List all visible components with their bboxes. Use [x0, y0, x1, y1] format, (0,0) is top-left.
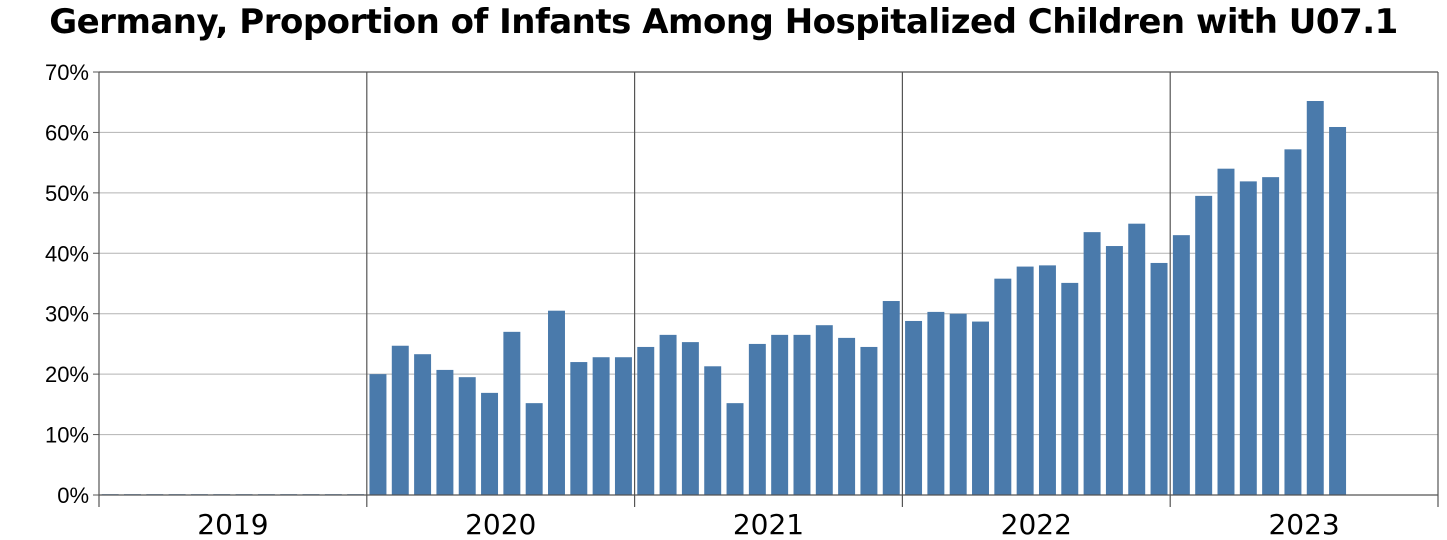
y-tick-label: 0% [57, 483, 89, 508]
bar [905, 320, 923, 495]
y-tick-label: 30% [45, 302, 89, 327]
bar [1061, 282, 1079, 495]
bar [1128, 223, 1146, 495]
x-tick-label: 2019 [197, 508, 268, 540]
tick-labels: 0% 10% 20% 30% 40% 50% 60% 70% 2019 2020 2021 2022 2… [45, 60, 1340, 540]
bar [503, 331, 521, 495]
bar [1306, 101, 1324, 496]
bar [726, 403, 744, 495]
bar [949, 313, 967, 495]
bar [369, 374, 387, 495]
bar [1150, 262, 1168, 495]
bar [1217, 168, 1235, 495]
bar [1239, 181, 1257, 495]
bar [1172, 235, 1190, 495]
bar [1329, 126, 1347, 496]
bar [771, 334, 789, 495]
y-tick-label: 10% [45, 423, 89, 448]
bar [1262, 177, 1280, 495]
y-tick-label: 60% [45, 120, 89, 145]
bar [1195, 195, 1213, 495]
bar [793, 334, 811, 495]
y-tick-label: 40% [45, 241, 89, 266]
bar [414, 354, 432, 495]
x-tick-label: 2021 [733, 508, 804, 540]
bar [815, 325, 833, 495]
bar [548, 310, 565, 495]
bar [838, 337, 856, 495]
bar [436, 369, 454, 495]
bar [659, 334, 677, 495]
bar [481, 392, 499, 495]
bar [570, 362, 588, 495]
bar [391, 345, 409, 495]
bars [101, 101, 1347, 496]
bar [1105, 246, 1123, 495]
bar [1016, 266, 1034, 495]
bar [637, 346, 655, 495]
bar [704, 366, 722, 495]
gridlines [99, 71, 1438, 507]
y-tick-label: 70% [45, 60, 89, 85]
bar [525, 403, 543, 495]
bar [592, 357, 610, 495]
bar [927, 311, 945, 495]
x-tick-label: 2020 [465, 508, 536, 540]
bar [1038, 265, 1056, 495]
bar [994, 278, 1012, 495]
bar [882, 301, 900, 495]
chart-title: Germany, Proportion of Infants Among Hos… [49, 2, 1398, 42]
bar [458, 377, 476, 495]
bar [860, 346, 878, 495]
y-tick-label: 20% [45, 362, 89, 387]
bar [1083, 232, 1101, 495]
bar [681, 342, 699, 495]
bar [1284, 149, 1302, 495]
x-tick-label: 2022 [1001, 508, 1072, 540]
y-tick-label: 50% [45, 181, 89, 206]
bar [972, 321, 989, 495]
axes [93, 71, 1439, 507]
bar [748, 343, 766, 495]
bar [614, 357, 632, 495]
x-tick-label: 2023 [1268, 508, 1339, 540]
